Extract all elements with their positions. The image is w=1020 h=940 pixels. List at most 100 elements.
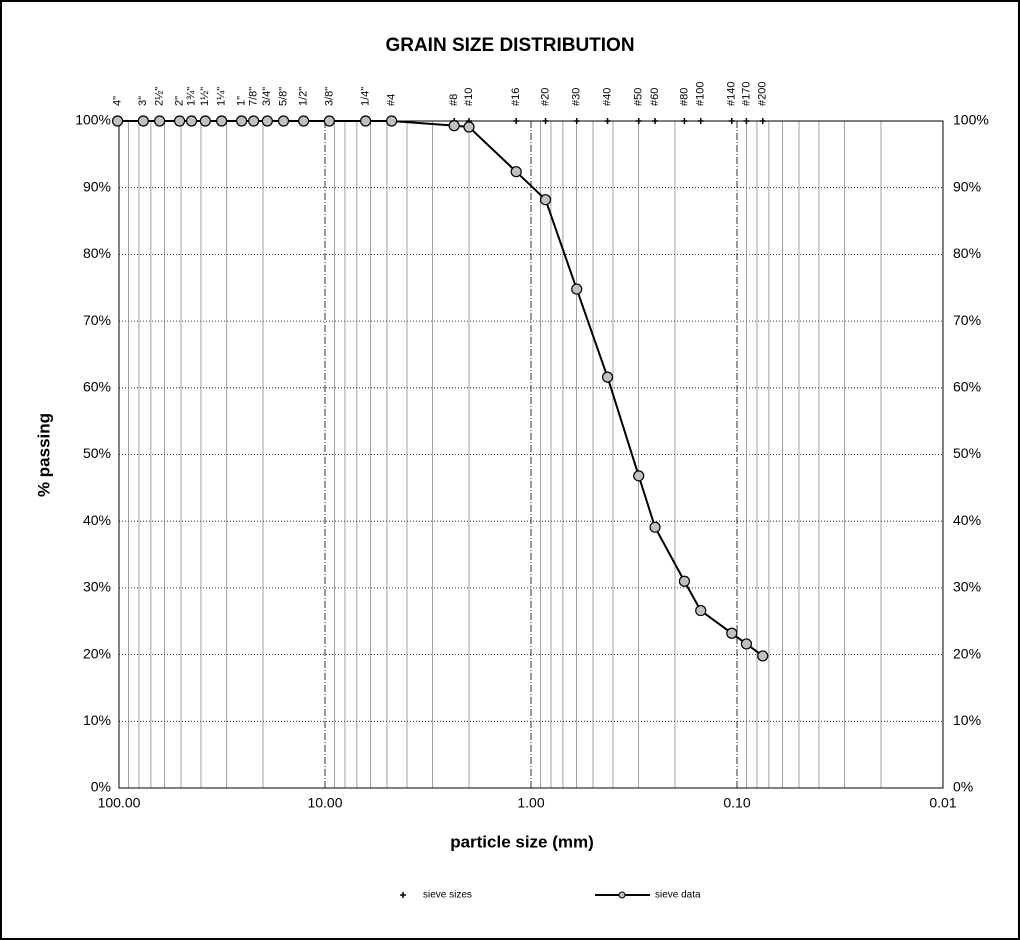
y-tick-label: 20% <box>83 645 111 661</box>
data-point <box>261 115 273 127</box>
data-point <box>111 115 124 127</box>
plus-marker <box>681 118 688 124</box>
y2-tick-label: 100% <box>953 112 989 128</box>
data-point <box>463 121 475 133</box>
chart-title: GRAIN SIZE DISTRIBUTION <box>385 35 634 56</box>
data-point <box>236 115 248 127</box>
sieve-label: 3/4" <box>261 87 273 106</box>
data-point <box>137 115 149 127</box>
legend-label: sieve sizes <box>423 890 472 901</box>
x-tick-label: 1.00 <box>517 795 544 811</box>
data-point <box>154 115 166 127</box>
plus-marker <box>652 118 659 124</box>
data-point <box>726 627 738 639</box>
sieve-label: 5/8" <box>277 87 289 106</box>
legend-label: sieve data <box>655 890 701 901</box>
y-tick-label: 0% <box>91 779 111 795</box>
plus-marker <box>604 118 611 124</box>
sieve-label: 2½" <box>154 87 166 106</box>
plus-marker <box>759 118 766 124</box>
y-tick-label: 90% <box>83 178 111 194</box>
y-tick-label: 10% <box>83 712 111 728</box>
y2-tick-label: 70% <box>953 312 981 328</box>
y2-tick-label: 30% <box>953 579 981 595</box>
y2-tick-label: 20% <box>953 645 981 661</box>
sieve-label: 1" <box>236 96 248 106</box>
y-tick-label: 50% <box>83 445 111 461</box>
sieve-label: 1¼" <box>216 87 228 106</box>
plus-marker <box>513 118 520 124</box>
plus-marker <box>743 118 750 124</box>
y2-tick-label: 40% <box>953 512 981 528</box>
data-point <box>386 115 398 127</box>
sieve-label: 1/2" <box>298 87 310 106</box>
data-point <box>539 194 552 206</box>
sieve-label: #10 <box>463 88 475 106</box>
sieve-label: 1¾" <box>185 87 197 106</box>
sieve-label: 3" <box>137 96 149 106</box>
x-tick-label: 100.00 <box>98 795 141 811</box>
y-tick-label: 70% <box>83 312 111 328</box>
data-point <box>199 115 211 127</box>
y2-tick-label: 10% <box>953 712 981 728</box>
y-axis-label: % passing <box>34 413 53 497</box>
y2-tick-label: 50% <box>953 445 981 461</box>
y-tick-label: 100% <box>75 112 111 128</box>
data-point <box>757 650 769 662</box>
plus-marker <box>635 118 642 124</box>
sieve-label: #50 <box>633 88 645 106</box>
sieve-label: 1½" <box>199 87 211 106</box>
data-point <box>298 115 310 127</box>
plus-marker <box>573 118 580 124</box>
sieve-label: #60 <box>649 88 661 106</box>
y2-tick-label: 80% <box>953 245 981 261</box>
sieve-label: 4" <box>111 96 123 106</box>
sieve-label: #80 <box>678 88 690 106</box>
sieve-label: #30 <box>571 88 583 106</box>
legend-circle <box>618 891 626 899</box>
y2-tick-label: 60% <box>953 379 981 395</box>
sieve-label: #140 <box>726 82 738 106</box>
data-point <box>601 371 614 383</box>
legend-plus <box>400 892 406 898</box>
sieve-label: #16 <box>510 88 522 106</box>
data-point <box>277 115 290 127</box>
y2-tick-label: 0% <box>953 779 973 795</box>
x-tick-label: 0.10 <box>723 795 750 811</box>
y-tick-label: 80% <box>83 245 111 261</box>
sieve-label: 7/8" <box>248 87 260 106</box>
plus-marker <box>697 118 704 124</box>
data-point <box>740 638 753 650</box>
data-point <box>633 470 645 482</box>
x-tick-label: 0.01 <box>929 795 956 811</box>
data-point <box>216 115 228 127</box>
data-point <box>678 575 691 587</box>
y-tick-label: 60% <box>83 379 111 395</box>
y-tick-label: 40% <box>83 512 111 528</box>
data-point <box>185 115 198 127</box>
sieve-label: #200 <box>757 82 769 106</box>
y-tick-label: 30% <box>83 579 111 595</box>
x-tick-label: 10.00 <box>307 795 342 811</box>
plus-marker <box>542 118 549 124</box>
sieve-label: #4 <box>386 94 398 106</box>
sieve-label: #20 <box>539 88 551 106</box>
data-point <box>248 115 260 127</box>
sieve-label: #40 <box>601 88 613 106</box>
y2-tick-label: 90% <box>953 178 981 194</box>
sieve-label: 3/8" <box>323 87 335 106</box>
plot-border <box>118 120 944 789</box>
sieve-label: #100 <box>695 82 707 106</box>
sieve-label: 2" <box>173 96 185 106</box>
sieve-label: #170 <box>740 82 752 106</box>
data-point <box>649 521 661 533</box>
data-point <box>571 283 583 295</box>
data-point <box>323 115 335 127</box>
data-point <box>448 120 460 132</box>
sieve-label: #8 <box>448 94 460 106</box>
plus-marker <box>728 118 735 124</box>
data-point <box>360 115 372 127</box>
data-line <box>117 120 764 657</box>
